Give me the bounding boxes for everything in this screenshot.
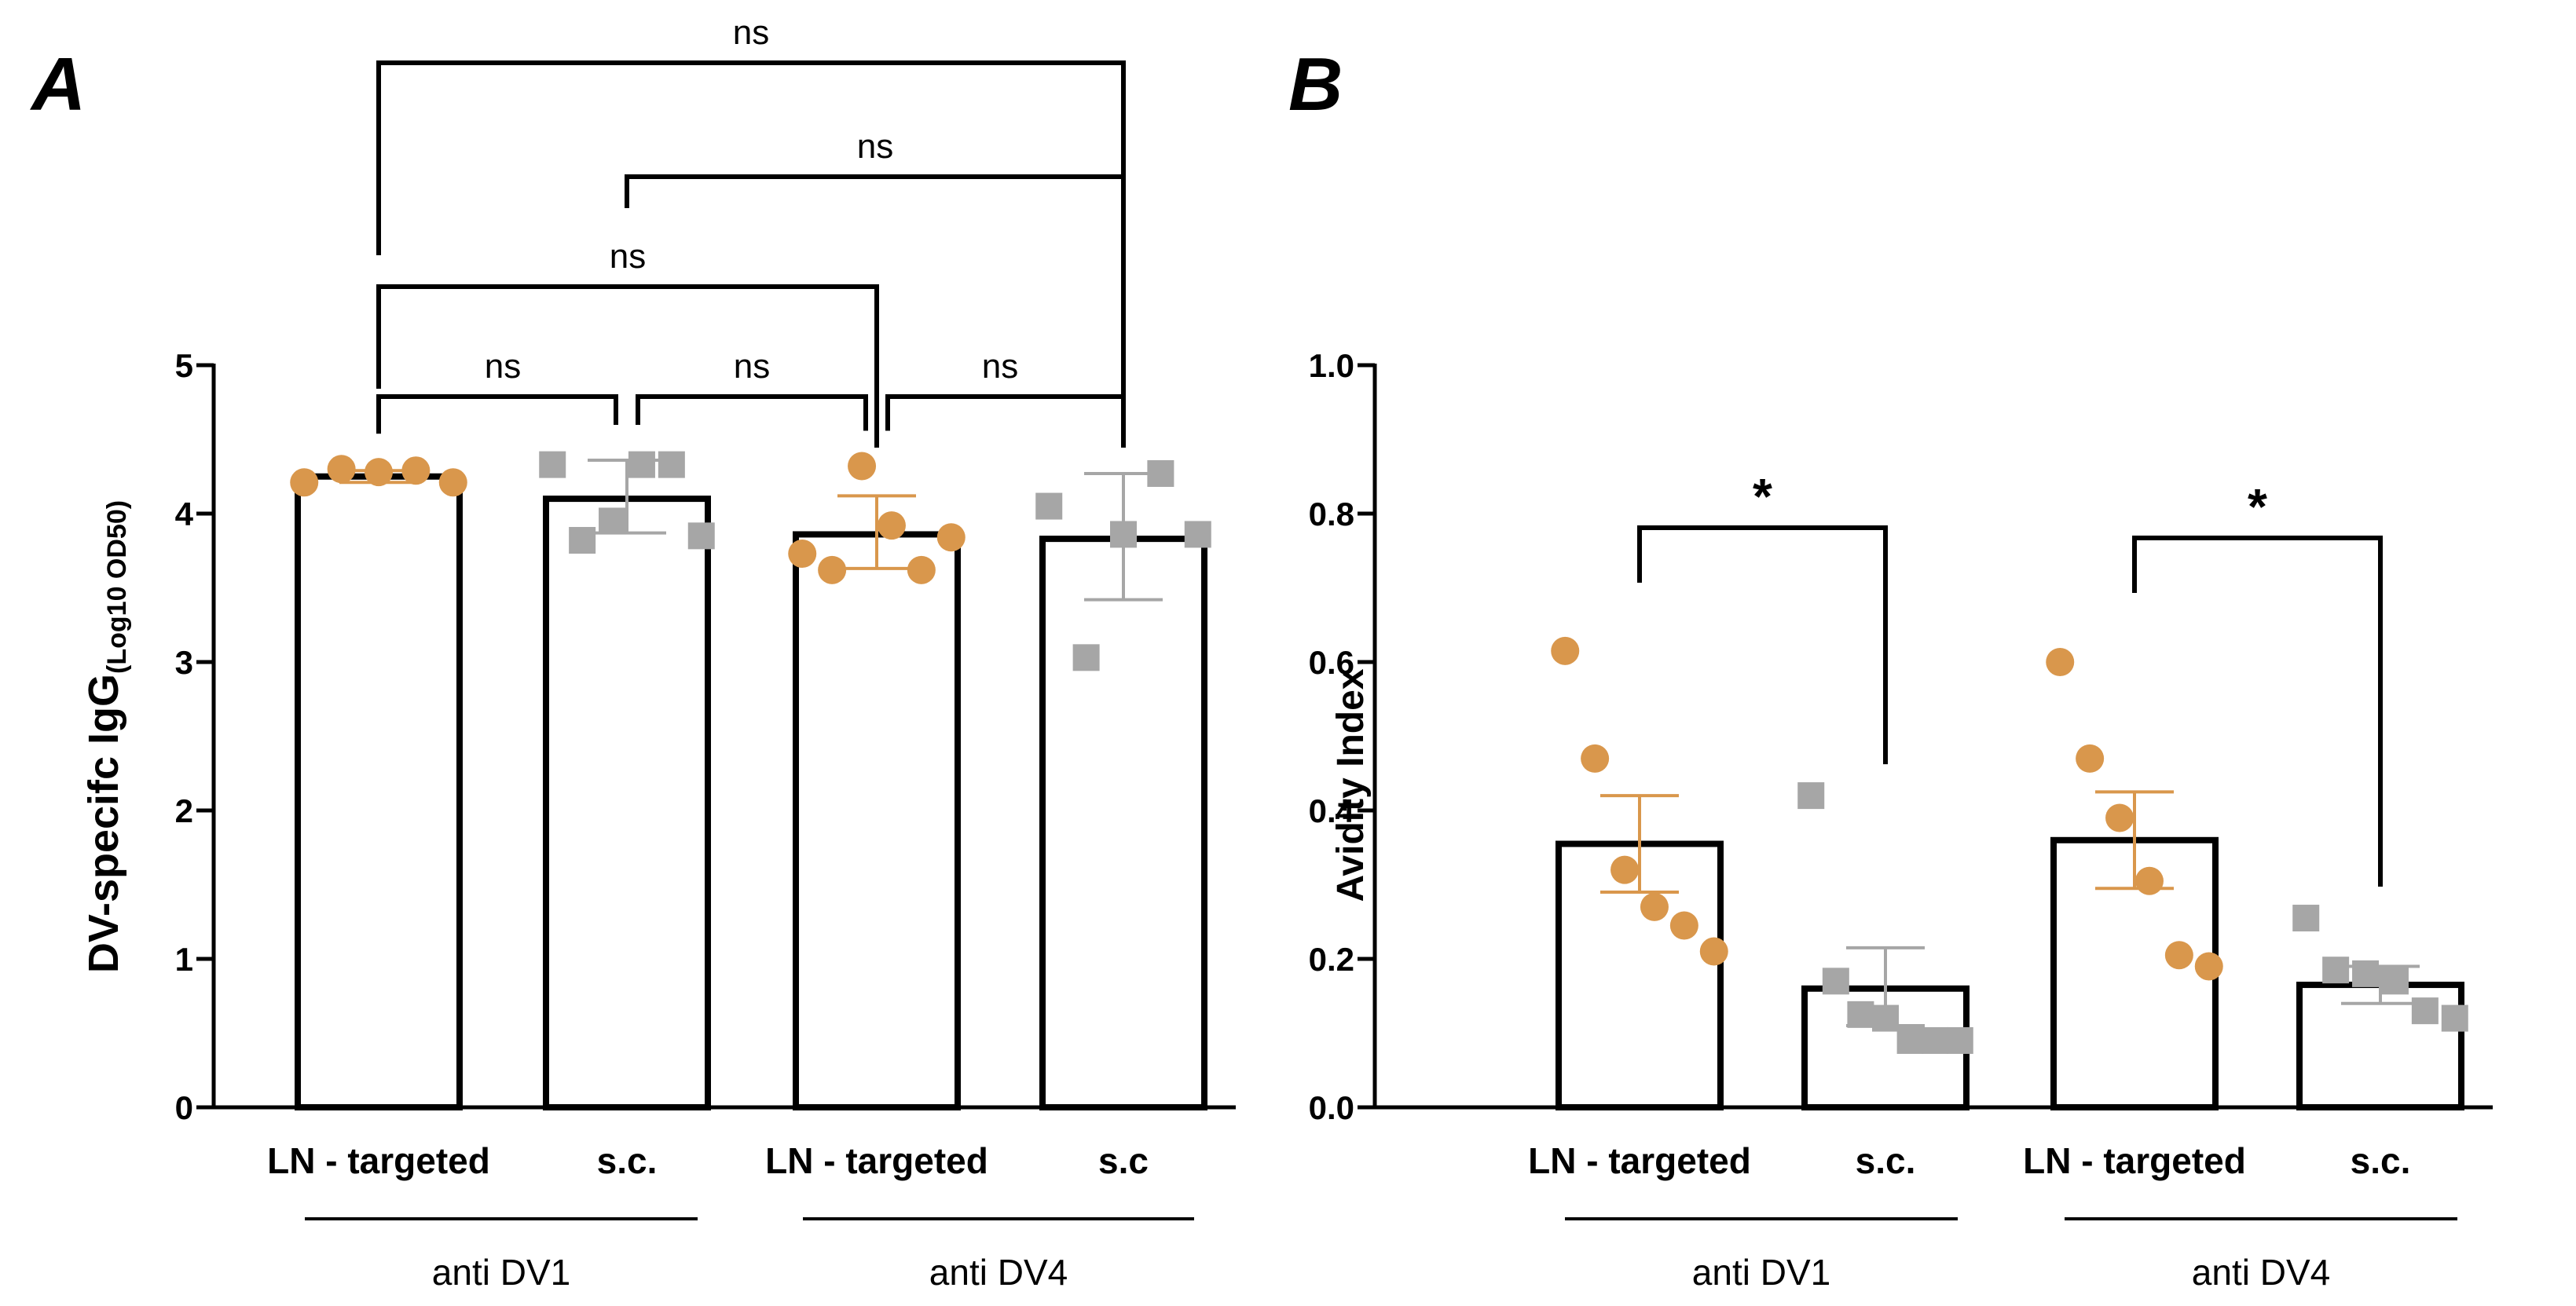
significance-bracket xyxy=(1637,525,1888,765)
significance-label: ns xyxy=(485,347,521,386)
data-point xyxy=(1551,636,1580,665)
panel-letter: B xyxy=(1288,42,1343,126)
y-tick-label: 0.0 xyxy=(1309,1089,1354,1126)
x-tick-label: LN - targeted xyxy=(765,1140,988,1181)
significance-bracket xyxy=(376,60,1126,334)
data-point xyxy=(1896,1026,1924,1054)
bar xyxy=(295,473,463,1110)
y-tick-label: 0.6 xyxy=(1309,644,1354,681)
data-point xyxy=(1822,968,1849,995)
y-tick-label: 0.8 xyxy=(1309,496,1354,532)
data-point xyxy=(2411,997,2439,1025)
y-tick-label: 3 xyxy=(175,644,193,681)
y-tick-label: 4 xyxy=(175,496,194,532)
data-point xyxy=(628,451,655,478)
data-point xyxy=(401,456,431,485)
panel-a: A 0 1 2 3 4 5 DV-specifc IgG(Log10 OD50) LN - ta… xyxy=(30,13,1236,1293)
data-point xyxy=(1669,911,1698,940)
data-point xyxy=(1699,937,1728,966)
x-tick-label: LN - targeted xyxy=(267,1140,490,1181)
data-point xyxy=(788,540,817,569)
data-point xyxy=(936,523,966,552)
data-point xyxy=(1581,744,1610,773)
panel-letter: A xyxy=(30,42,86,126)
data-point xyxy=(569,527,596,554)
x-tick-label: LN - targeted xyxy=(2023,1140,2246,1181)
significance-label: ns xyxy=(982,347,1018,386)
x-tick-label: s.c. xyxy=(2351,1140,2411,1181)
x-tick-label: LN - targeted xyxy=(1528,1140,1751,1181)
data-point xyxy=(365,458,393,487)
y-tick-label: 0.4 xyxy=(1309,792,1355,829)
data-point xyxy=(2194,952,2223,981)
data-point xyxy=(658,451,685,478)
data-point xyxy=(818,555,847,584)
data-point xyxy=(1922,1026,1949,1054)
data-point xyxy=(848,452,877,481)
y-axis-label: Avidity Index xyxy=(1330,668,1372,902)
significance-label: ns xyxy=(733,13,769,52)
data-point xyxy=(1072,644,1100,671)
data-point xyxy=(2322,957,2350,984)
significance-bracket xyxy=(885,394,1126,438)
x-tick-label: s.c. xyxy=(597,1140,658,1181)
data-point xyxy=(2046,648,2075,676)
data-point xyxy=(2076,744,2105,773)
significance-label: ns xyxy=(610,237,646,276)
y-axis-label-subscript: (Log10 OD50) xyxy=(102,500,132,674)
data-point xyxy=(1640,892,1669,921)
bar xyxy=(1039,536,1207,1110)
bar xyxy=(793,531,961,1110)
data-point xyxy=(2441,1004,2468,1032)
data-point xyxy=(290,468,319,497)
data-point xyxy=(2381,968,2409,995)
data-point xyxy=(2352,960,2380,987)
data-point xyxy=(539,451,566,478)
significance-label: * xyxy=(2248,478,2267,535)
y-tick-label: 5 xyxy=(175,347,193,384)
data-point xyxy=(1797,782,1825,810)
data-point xyxy=(907,555,936,584)
y-axis-label-main: DV-specifc IgG xyxy=(80,674,127,973)
data-point xyxy=(1184,521,1211,548)
x-tick-label: s.c xyxy=(1098,1140,1149,1181)
significance-bracket xyxy=(2132,536,2383,887)
y-tick-label: 1.0 xyxy=(1309,347,1354,384)
group-label: anti DV4 xyxy=(2192,1252,2330,1293)
data-point xyxy=(2292,905,2320,932)
x-tick-label: s.c. xyxy=(1856,1140,1916,1181)
data-point xyxy=(1610,855,1640,884)
data-point xyxy=(1946,1026,1973,1054)
group-label: anti DV4 xyxy=(929,1252,1068,1293)
data-point xyxy=(2105,803,2134,832)
significance-bracket xyxy=(636,394,868,431)
y-axis-label: DV-specifc IgG(Log10 OD50) xyxy=(80,500,132,973)
y-tick-label: 2 xyxy=(175,792,193,829)
data-point xyxy=(1110,521,1137,548)
data-point xyxy=(687,522,715,550)
significance-bracket xyxy=(376,284,879,448)
data-point xyxy=(327,455,356,484)
data-point xyxy=(1872,1004,1899,1032)
y-tick-label: 0 xyxy=(175,1089,193,1126)
data-point xyxy=(2164,941,2193,970)
y-tick-label: 1 xyxy=(175,941,193,978)
data-point xyxy=(2134,866,2164,895)
data-point xyxy=(1035,492,1063,520)
significance-label: ns xyxy=(857,127,893,166)
data-point xyxy=(1847,1001,1874,1028)
significance-bracket xyxy=(376,394,618,434)
group-label: anti DV1 xyxy=(432,1252,570,1293)
data-point xyxy=(877,511,906,540)
y-tick-label: 0.2 xyxy=(1309,941,1354,978)
data-point xyxy=(599,507,626,535)
data-point xyxy=(438,468,467,497)
group-label: anti DV1 xyxy=(1692,1252,1830,1293)
data-point xyxy=(1147,459,1174,487)
significance-label: ns xyxy=(734,347,770,386)
significance-label: * xyxy=(1753,468,1772,525)
bar xyxy=(543,496,711,1110)
panel-b: B 0.0 0.2 0.4 0.6 0.8 1.0 Avidity Index LN - tar… xyxy=(1288,42,2493,1293)
